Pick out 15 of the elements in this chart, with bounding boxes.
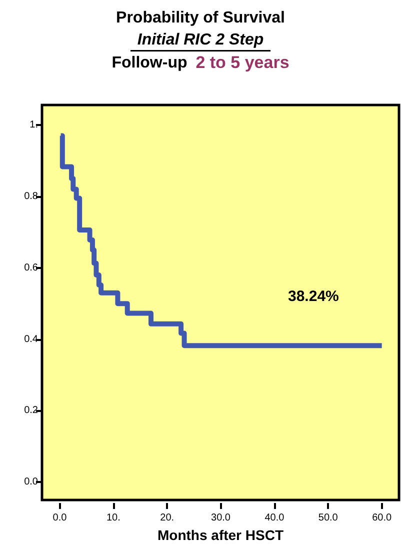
x-tick-label: 50.0 [318, 512, 338, 524]
chart-title: Probability of Survival [116, 10, 285, 26]
x-tick-label: 30.0 [211, 512, 231, 524]
text: Follow-up [112, 54, 188, 72]
x-tick-label: 20. [160, 512, 174, 524]
text: 2 to 5 years [196, 53, 290, 72]
y-tick-label: 1. [30, 120, 38, 130]
x-tick-label: 60.0 [372, 512, 392, 524]
x-tick-label: 10. [106, 512, 120, 524]
x-axis-title: Months after HSCT [158, 526, 284, 543]
x-tick-label: 40.0 [264, 512, 285, 524]
y-tick-label: 0.2 [24, 405, 38, 416]
x-tick-label: 0.0 [52, 512, 68, 524]
annotation: 38.24% [288, 288, 339, 305]
chart-subtitle: Initial RIC 2 Step [137, 32, 264, 48]
